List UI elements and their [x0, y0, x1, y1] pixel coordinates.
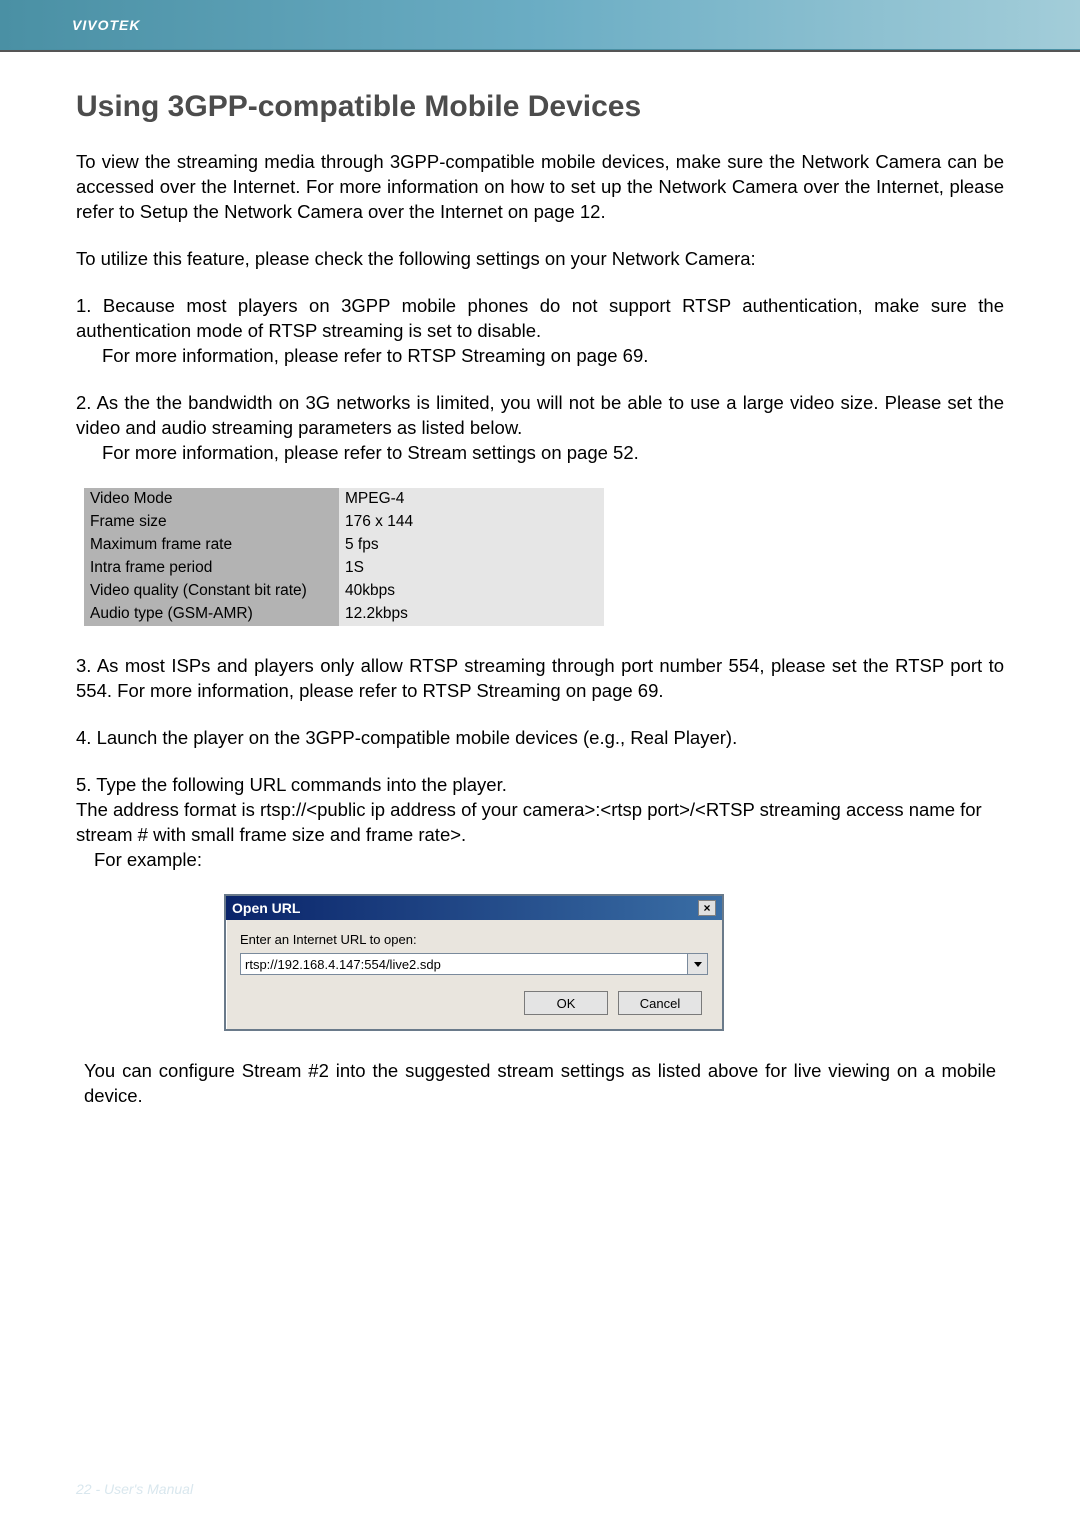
page-wrap: VIVOTEK Using 3GPP-compatible Mobile Dev…	[0, 0, 1080, 1527]
brand-text: VIVOTEK	[72, 17, 140, 33]
page-title: Using 3GPP-compatible Mobile Devices	[76, 90, 1004, 124]
setting-value: 40kbps	[339, 580, 604, 603]
step-2: 2. As the the bandwidth on 3G networks i…	[76, 391, 1004, 466]
step-3: 3. As most ISPs and players only allow R…	[76, 654, 1004, 704]
setting-value: MPEG-4	[339, 488, 604, 511]
setting-label: Frame size	[84, 511, 339, 534]
dialog-buttons: OK Cancel	[240, 991, 708, 1019]
url-input[interactable]	[240, 953, 688, 975]
dialog-label: Enter an Internet URL to open:	[240, 932, 708, 947]
table-row: Maximum frame rate 5 fps	[84, 534, 604, 557]
step-list: 1. Because most players on 3GPP mobile p…	[76, 294, 1004, 466]
setting-value: 5 fps	[339, 534, 604, 557]
page-content: Using 3GPP-compatible Mobile Devices To …	[0, 52, 1080, 1171]
dialog-screenshot: Open URL × Enter an Internet URL to open…	[76, 894, 1004, 1031]
step-5: 5. Type the following URL commands into …	[76, 773, 1004, 873]
settings-table: Video Mode MPEG-4 Frame size 176 x 144 M…	[84, 488, 604, 626]
step-5-line3: For example:	[76, 848, 202, 873]
header-bar: VIVOTEK	[0, 0, 1080, 50]
step-2-text: 2. As the the bandwidth on 3G networks i…	[76, 392, 1004, 438]
table-row: Video Mode MPEG-4	[84, 488, 604, 511]
setting-label: Maximum frame rate	[84, 534, 339, 557]
footer-text: 22 - User's Manual	[76, 1481, 193, 1497]
setting-label: Audio type (GSM-AMR)	[84, 603, 339, 626]
step-4: 4. Launch the player on the 3GPP-compati…	[76, 726, 1004, 751]
dropdown-icon[interactable]	[688, 953, 708, 975]
open-url-dialog: Open URL × Enter an Internet URL to open…	[224, 894, 724, 1031]
step-2-note: For more information, please refer to St…	[76, 441, 1004, 466]
setting-label: Video Mode	[84, 488, 339, 511]
intro-paragraph-1: To view the streaming media through 3GPP…	[76, 150, 1004, 225]
cancel-button[interactable]: Cancel	[618, 991, 702, 1015]
setting-value: 12.2kbps	[339, 603, 604, 626]
close-icon[interactable]: ×	[698, 900, 716, 916]
table-row: Video quality (Constant bit rate) 40kbps	[84, 580, 604, 603]
ok-button[interactable]: OK	[524, 991, 608, 1015]
step-list-2: 3. As most ISPs and players only allow R…	[76, 654, 1004, 873]
setting-value: 176 x 144	[339, 511, 604, 534]
dialog-input-row	[240, 953, 708, 975]
closing-paragraph: You can configure Stream #2 into the sug…	[76, 1059, 1004, 1109]
setting-label: Intra frame period	[84, 557, 339, 580]
step-5-line1: 5. Type the following URL commands into …	[76, 774, 507, 795]
dialog-titlebar: Open URL ×	[226, 896, 722, 920]
dialog-title-text: Open URL	[232, 900, 300, 916]
intro-paragraph-2: To utilize this feature, please check th…	[76, 247, 1004, 272]
step-1-text: 1. Because most players on 3GPP mobile p…	[76, 295, 1004, 341]
dialog-body: Enter an Internet URL to open: OK Cancel	[226, 920, 722, 1029]
step-5-line2: The address format is rtsp://<public ip …	[76, 799, 982, 845]
setting-label: Video quality (Constant bit rate)	[84, 580, 339, 603]
table-row: Intra frame period 1S	[84, 557, 604, 580]
table-row: Frame size 176 x 144	[84, 511, 604, 534]
setting-value: 1S	[339, 557, 604, 580]
settings-tbody: Video Mode MPEG-4 Frame size 176 x 144 M…	[84, 488, 604, 626]
step-1-note: For more information, please refer to RT…	[76, 344, 1004, 369]
table-row: Audio type (GSM-AMR) 12.2kbps	[84, 603, 604, 626]
step-1: 1. Because most players on 3GPP mobile p…	[76, 294, 1004, 369]
